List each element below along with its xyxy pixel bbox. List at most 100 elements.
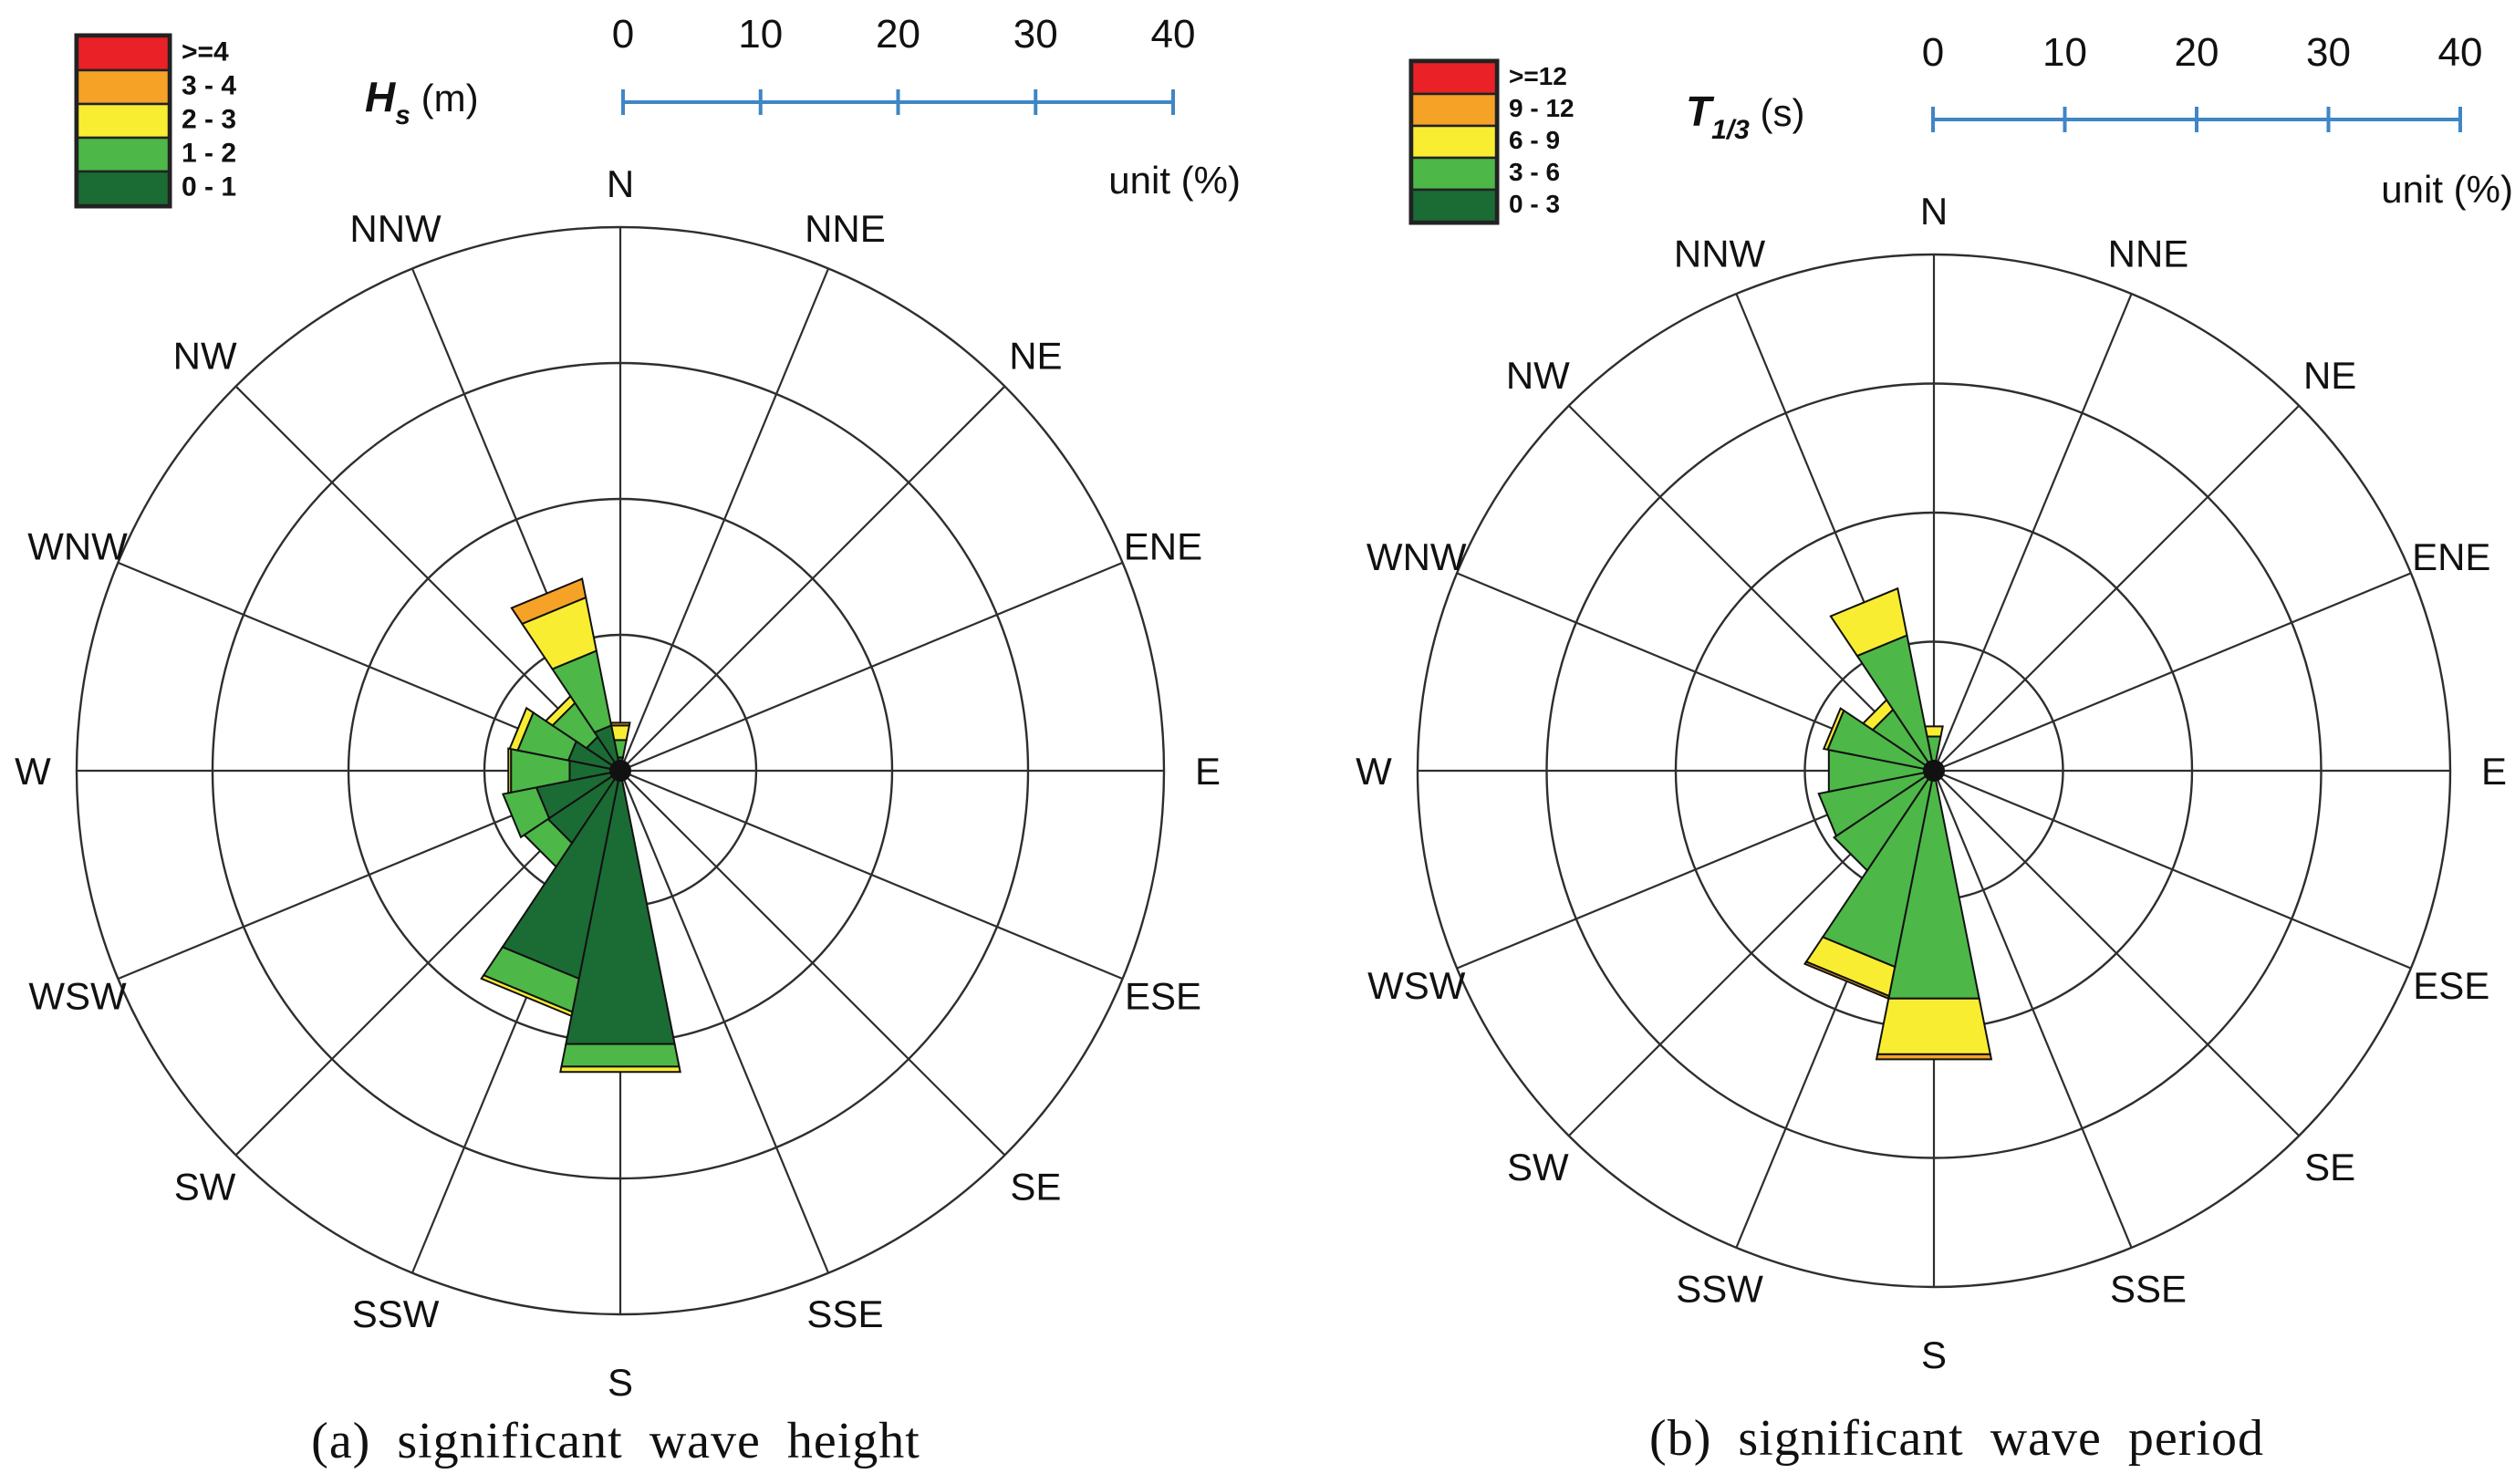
- direction-label-S: S: [1921, 1334, 1947, 1376]
- direction-label-ENE: ENE: [1124, 525, 1202, 568]
- rose-center-dot: [1923, 760, 1945, 782]
- grid-spoke-ENE: [1933, 572, 2412, 773]
- legend-swatch-6 - 9: [1410, 124, 1498, 160]
- direction-label-ESE: ESE: [1125, 974, 1201, 1017]
- legend-box: [74, 33, 172, 209]
- direction-label-W: W: [15, 750, 51, 793]
- direction-label-SW: SW: [1507, 1146, 1569, 1188]
- petal-W-2 - 3: [507, 747, 513, 794]
- direction-label-E: E: [1195, 750, 1221, 793]
- rose-title: Hs (m): [365, 73, 479, 130]
- direction-label-ENE: ENE: [2412, 535, 2490, 578]
- legend-swatch-0 - 1: [76, 170, 171, 207]
- grid-spoke-ESE: [619, 769, 1124, 981]
- grid-spoke-NNE: [1932, 293, 2133, 772]
- direction-label-WNW: WNW: [1367, 535, 1467, 578]
- petal-S-2 - 3: [559, 1065, 681, 1074]
- legend-label-6 - 9: 6 - 9: [1509, 126, 1560, 154]
- direction-label-WNW: WNW: [27, 525, 128, 568]
- legend-box: [1408, 58, 1500, 225]
- direction-label-E: E: [2481, 750, 2507, 793]
- rose-center-dot: [609, 760, 631, 782]
- scalebar-tick-label-0: 0: [1922, 30, 1944, 75]
- scalebar-tick-label-0: 0: [612, 12, 634, 57]
- petal-S-9 - 12: [1875, 1053, 1993, 1061]
- scalebar-tick-label-10: 10: [2042, 30, 2087, 75]
- legend-label-9 - 12: 9 - 12: [1509, 94, 1574, 122]
- direction-label-NE: NE: [1009, 335, 1062, 378]
- legend-swatch-0 - 3: [1410, 188, 1498, 223]
- direction-label-NNW: NNW: [349, 207, 442, 250]
- grid-spoke-SSE: [618, 770, 830, 1274]
- petal-S-6 - 9: [1876, 997, 1992, 1055]
- petal-SSW-9 - 12: [1803, 960, 1891, 1001]
- legend-swatch-3 - 6: [1410, 156, 1498, 192]
- direction-label-NE: NE: [2303, 354, 2356, 397]
- grid-spoke-NW: [234, 385, 621, 772]
- petal-SSW-2 - 3: [480, 974, 574, 1018]
- grid-spoke-NNE: [618, 267, 830, 772]
- grid-spoke-SSE: [1932, 770, 2133, 1249]
- direction-label-S: S: [608, 1361, 633, 1404]
- legend-label-0 - 3: 0 - 3: [1509, 190, 1560, 218]
- legend-label-0 - 1: 0 - 1: [182, 172, 236, 202]
- legend-swatch-9 - 12: [1410, 92, 1498, 128]
- scalebar-unit-label: unit (%): [1108, 159, 1241, 202]
- grid-spoke-NE: [1933, 404, 2301, 772]
- direction-label-SE: SE: [2304, 1146, 2355, 1188]
- direction-label-SSW: SSW: [1676, 1267, 1763, 1310]
- petal-N-6 - 9: [1924, 725, 1944, 738]
- petal-N-3 - 4: [609, 721, 631, 727]
- direction-label-SW: SW: [174, 1165, 236, 1208]
- legend-label->=12: >=12: [1509, 62, 1567, 90]
- caption-b: (b) significant wave period: [1649, 1410, 2264, 1467]
- petal-WNW-2 - 3: [508, 706, 535, 752]
- direction-label-SSE: SSE: [806, 1292, 883, 1335]
- rose-title: T1/3 (s): [1686, 88, 1804, 145]
- direction-label-NNE: NNE: [2108, 233, 2189, 275]
- grid-spoke-NE: [619, 385, 1006, 772]
- direction-label-WSW: WSW: [1367, 964, 1466, 1007]
- direction-label-WSW: WSW: [28, 974, 127, 1017]
- legend-swatch-3 - 4: [76, 68, 171, 106]
- scalebar-tick-label-30: 30: [1013, 12, 1058, 57]
- petal-WNW-6 - 9: [1822, 707, 1845, 751]
- direction-label-N: N: [1920, 190, 1948, 233]
- petal-NNW-3 - 4: [510, 577, 587, 626]
- legend-label-2 - 3: 2 - 3: [182, 105, 236, 135]
- direction-label-NNE: NNE: [805, 207, 886, 250]
- legend-swatch-2 - 3: [76, 102, 171, 140]
- scalebar-tick-label-20: 20: [876, 12, 920, 57]
- direction-label-SSE: SSE: [2110, 1267, 2187, 1310]
- caption-a: (a) significant wave height: [311, 1413, 920, 1469]
- legend-label-3 - 6: 3 - 6: [1509, 158, 1560, 186]
- scalebar-tick-label-10: 10: [738, 12, 783, 57]
- legend-swatch->=4: [76, 35, 171, 72]
- grid-spoke-ESE: [1933, 769, 2412, 970]
- direction-label-SE: SE: [1010, 1165, 1061, 1208]
- scalebar-tick-label-30: 30: [2306, 30, 2351, 75]
- scalebar-tick-label-40: 40: [1151, 12, 1196, 57]
- legend-swatch-1 - 2: [76, 136, 171, 173]
- scalebar-tick-label-40: 40: [2438, 30, 2483, 75]
- legend-label->=4: >=4: [182, 37, 229, 67]
- direction-label-NNW: NNW: [1674, 233, 1766, 275]
- direction-label-ESE: ESE: [2413, 964, 2489, 1007]
- direction-label-NW: NW: [1506, 354, 1570, 397]
- legend-label-1 - 2: 1 - 2: [182, 139, 236, 169]
- grid-spoke-NW: [1567, 404, 1935, 772]
- direction-label-SSW: SSW: [352, 1292, 440, 1335]
- grid-spoke-SE: [619, 770, 1006, 1157]
- direction-label-W: W: [1356, 750, 1392, 793]
- grid-spoke-SE: [1933, 770, 2301, 1137]
- direction-label-NW: NW: [173, 335, 237, 378]
- petal-WSW-1 - 2: [502, 786, 551, 839]
- petal-NNW-6 - 9: [1829, 586, 1908, 658]
- legend-label-3 - 4: 3 - 4: [182, 71, 236, 101]
- petal-S-1 - 2: [560, 1043, 681, 1068]
- legend-swatch->=12: [1410, 60, 1498, 96]
- scalebar-tick-label-20: 20: [2175, 30, 2219, 75]
- grid-spoke-ENE: [619, 561, 1124, 773]
